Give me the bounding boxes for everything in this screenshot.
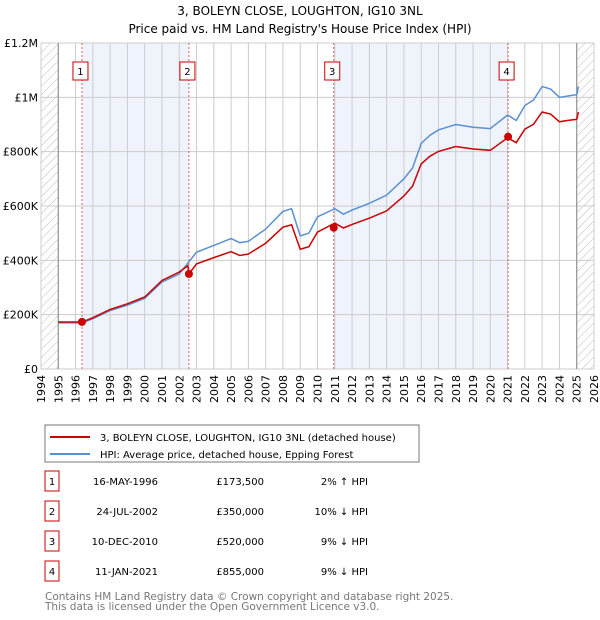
x-tick-label: 2021 xyxy=(502,375,515,403)
x-tick-label: 2012 xyxy=(346,375,359,403)
sale-hpi-diff: 9% ↓ HPI xyxy=(321,537,368,548)
sale-point xyxy=(504,132,513,141)
x-tick-label: 2009 xyxy=(294,375,307,403)
y-tick-label: £400K xyxy=(3,254,39,267)
y-tick-label: £800K xyxy=(3,146,39,159)
x-tick-label: 2022 xyxy=(519,375,532,403)
x-tick-label: 2019 xyxy=(467,375,480,403)
sale-label: 2 xyxy=(184,67,190,78)
y-tick-label: £1M xyxy=(15,91,39,104)
chart-title: 3, BOLEYN CLOSE, LOUGHTON, IG10 3NL xyxy=(177,4,423,18)
y-tick-label: £0 xyxy=(24,363,38,376)
x-tick-label: 2013 xyxy=(363,375,376,403)
x-tick-label: 2003 xyxy=(191,375,204,403)
legend: 3, BOLEYN CLOSE, LOUGHTON, IG10 3NL (det… xyxy=(44,424,420,463)
x-tick-label: 2010 xyxy=(312,375,325,403)
x-tick-label: 2024 xyxy=(553,375,566,403)
sale-label-box xyxy=(179,61,196,81)
sale-date: 24-JUL-2002 xyxy=(96,507,158,518)
price-paid-line xyxy=(58,111,580,323)
hpi-line xyxy=(58,85,580,324)
x-tick-label: 1998 xyxy=(104,375,117,403)
sale-number-box xyxy=(44,500,60,522)
y-tick-label: £600K xyxy=(3,200,39,213)
x-tick-label: 1997 xyxy=(87,375,100,403)
x-tick-label: 2005 xyxy=(225,375,238,403)
x-tick-label: 2023 xyxy=(536,375,549,403)
x-tick-label: 2004 xyxy=(208,375,221,403)
sale-point xyxy=(329,223,338,232)
sale-number: 4 xyxy=(49,567,55,578)
x-tick-label: 2002 xyxy=(173,375,186,403)
sale-date: 16-MAY-1996 xyxy=(93,477,158,488)
x-tick-label: 1995 xyxy=(52,375,65,403)
sale-number-box xyxy=(44,560,60,582)
sale-number-box xyxy=(44,530,60,552)
sale-hpi-diff: 2% ↑ HPI xyxy=(321,477,368,488)
x-tick-label: 2015 xyxy=(398,375,411,403)
footer-licence: This data is licensed under the Open Gov… xyxy=(44,601,380,613)
sale-label-box xyxy=(324,61,341,81)
sale-price: £520,000 xyxy=(216,537,264,548)
footer-copyright: Contains HM Land Registry data © Crown c… xyxy=(45,591,453,603)
x-tick-label: 2026 xyxy=(588,375,600,403)
x-tick-label: 1996 xyxy=(70,375,83,403)
legend-label-hpi: HPI: Average price, detached house, Eppi… xyxy=(100,450,354,461)
sale-label-box xyxy=(72,61,89,81)
sale-date: 11-JAN-2021 xyxy=(95,567,158,578)
x-tick-label: 2014 xyxy=(381,375,394,403)
sale-number: 2 xyxy=(49,507,55,518)
sale-date: 10-DEC-2010 xyxy=(92,537,158,548)
sales-table: 1 16-MAY-1996 £173,500 2% ↑ HPI 2 24-JUL-2002… xyxy=(44,470,368,582)
x-tick-label: 2011 xyxy=(329,375,342,403)
sale-hpi-diff: 10% ↓ HPI xyxy=(315,507,368,518)
sale-price: £350,000 xyxy=(216,507,264,518)
y-tick-label: £1.2M xyxy=(4,37,38,50)
sale-point xyxy=(184,269,193,278)
sale-number: 3 xyxy=(49,537,55,548)
chart-subtitle: Price paid vs. HM Land Registry's House … xyxy=(128,22,471,36)
sale-point xyxy=(77,317,86,326)
x-tick-label: 2020 xyxy=(484,375,497,403)
x-tick-label: 2017 xyxy=(432,375,445,403)
x-tick-label: 1999 xyxy=(121,375,134,403)
x-tick-label: 1994 xyxy=(35,375,48,403)
x-tick-label: 2018 xyxy=(450,375,463,403)
sale-number-box xyxy=(44,470,60,492)
sale-hpi-diff: 9% ↓ HPI xyxy=(321,567,368,578)
y-tick-label: £200K xyxy=(3,309,39,322)
sale-label: 1 xyxy=(77,67,83,78)
x-tick-label: 2025 xyxy=(571,375,584,403)
sale-label: 3 xyxy=(329,67,335,78)
x-tick-label: 2006 xyxy=(242,375,255,403)
x-tick-label: 2008 xyxy=(277,375,290,403)
x-tick-label: 2001 xyxy=(156,375,169,403)
sale-label: 4 xyxy=(503,67,509,78)
sale-label-box xyxy=(498,61,515,81)
legend-label-property: 3, BOLEYN CLOSE, LOUGHTON, IG10 3NL (det… xyxy=(100,433,396,444)
x-tick-label: 2007 xyxy=(260,375,273,403)
sale-number: 1 xyxy=(49,477,55,488)
x-tick-label: 2016 xyxy=(415,375,428,403)
sale-price: £855,000 xyxy=(216,567,264,578)
sale-price: £173,500 xyxy=(216,477,264,488)
x-tick-label: 2000 xyxy=(139,375,152,403)
